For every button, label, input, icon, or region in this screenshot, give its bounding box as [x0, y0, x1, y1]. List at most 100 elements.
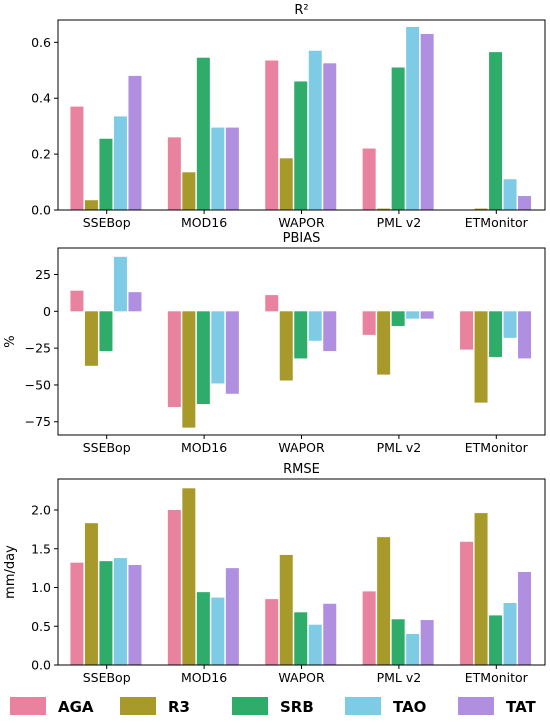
bar-r3-wapor [279, 554, 293, 665]
bar-r3-etmonitor [474, 311, 488, 403]
x-tick-label: MOD16 [181, 670, 227, 685]
legend-swatch-tao [345, 697, 381, 715]
bar-aga-etmonitor [460, 541, 474, 665]
panel-2: PBIAS% SSEBop MOD16 WAPOR PML v2 ETMonitor 25 0… [3, 231, 546, 455]
bar-srb-ssebop [99, 311, 113, 352]
legend-label-srb: SRB [280, 698, 314, 716]
bar-tat-wapor [323, 603, 337, 665]
y-axis-label: % [3, 335, 18, 347]
bar-tat-ssebop [128, 292, 142, 312]
bar-aga-pml-v2 [362, 148, 376, 210]
x-tick-label: ETMonitor [465, 670, 529, 685]
bar-r3-wapor [279, 311, 293, 381]
bar-tao-pml-v2 [406, 634, 420, 665]
bar-aga-pml-v2 [362, 591, 376, 666]
plot-frame [57, 247, 546, 436]
x-tick-label: ETMonitor [465, 215, 529, 230]
x-tick-label: SSEBop [83, 440, 131, 455]
bar-tao-etmonitor [503, 311, 517, 338]
bar-tao-pml-v2 [406, 311, 420, 319]
legend-swatch-aga [10, 697, 46, 715]
bar-r3-ssebop [84, 523, 98, 665]
bar-aga-mod16 [167, 510, 181, 665]
bar-srb-etmonitor [489, 615, 503, 665]
bar-r3-pml-v2 [377, 208, 391, 210]
bar-tat-mod16 [225, 127, 239, 210]
x-tick-label: MOD16 [181, 440, 227, 455]
bar-srb-pml-v2 [391, 619, 405, 665]
x-tick-label: WAPOR [278, 670, 325, 685]
y-tick-label: 2.0 [31, 503, 51, 518]
bar-srb-etmonitor [489, 52, 503, 210]
bar-srb-pml-v2 [391, 67, 405, 210]
bar-tat-mod16 [225, 311, 239, 394]
plot-frame [57, 19, 546, 211]
bar-aga-ssebop [70, 290, 84, 312]
bar-r3-ssebop [84, 200, 98, 210]
y-tick-label: 25 [35, 267, 51, 282]
bar-tat-ssebop [128, 75, 142, 210]
y-tick-label: 0.0 [31, 658, 51, 673]
bar-srb-mod16 [196, 57, 210, 210]
bar-tao-mod16 [211, 311, 225, 384]
legend-label-tat: TAT [506, 698, 537, 716]
x-tick-label: SSEBop [83, 670, 131, 685]
legend-label-tao: TAO [393, 698, 426, 716]
y-tick-label: 1.5 [31, 541, 51, 556]
bar-aga-wapor [265, 295, 279, 312]
legend-label-r3: R3 [168, 698, 190, 716]
bar-r3-pml-v2 [377, 311, 391, 375]
plot-frame [57, 478, 546, 666]
bar-aga-ssebop [70, 106, 84, 210]
bar-tat-wapor [323, 63, 337, 211]
y-tick-label: −75 [25, 414, 51, 429]
bar-tat-etmonitor [518, 311, 532, 359]
bar-srb-ssebop [99, 561, 113, 665]
bar-tao-pml-v2 [406, 26, 420, 210]
x-tick-label: WAPOR [278, 440, 325, 455]
y-axis-label: mm/day [3, 545, 18, 599]
bar-r3-etmonitor [474, 513, 488, 665]
bar-aga-pml-v2 [362, 311, 376, 335]
bar-tat-ssebop [128, 565, 142, 665]
legend-swatch-tat [458, 697, 494, 715]
legend: AGA R3 SRB TAO TAT [10, 697, 537, 716]
bar-tao-ssebop [113, 256, 127, 312]
bar-tao-ssebop [113, 116, 127, 210]
bar-srb-pml-v2 [391, 311, 405, 327]
bar-tat-etmonitor [518, 572, 532, 665]
bar-aga-wapor [265, 60, 279, 211]
panel-title: PBIAS [283, 231, 321, 246]
bar-tao-wapor [308, 50, 322, 210]
x-tick-label: PML v2 [377, 670, 422, 685]
bar-aga-etmonitor [460, 311, 474, 350]
bar-tat-mod16 [225, 568, 239, 666]
bar-srb-mod16 [196, 592, 210, 665]
bar-tao-mod16 [211, 597, 225, 665]
bar-tat-wapor [323, 311, 337, 352]
bar-r3-mod16 [182, 488, 196, 665]
y-tick-label: 1.0 [31, 580, 51, 595]
bar-tao-wapor [308, 311, 322, 341]
bar-tao-etmonitor [503, 179, 517, 210]
bar-aga-ssebop [70, 562, 84, 665]
bar-r3-mod16 [182, 311, 196, 428]
bar-srb-ssebop [99, 138, 113, 210]
legend-label-aga: AGA [58, 698, 94, 716]
bar-aga-mod16 [167, 311, 181, 408]
bar-r3-etmonitor [474, 208, 488, 210]
y-tick-label: 0.4 [31, 91, 51, 106]
bar-tat-pml-v2 [420, 311, 434, 319]
legend-swatch-srb [232, 697, 268, 715]
bar-srb-wapor [294, 311, 308, 359]
x-tick-label: WAPOR [278, 215, 325, 230]
bar-tao-mod16 [211, 127, 225, 210]
panel-title: R² [294, 3, 308, 18]
bar-srb-wapor [294, 612, 308, 665]
x-tick-label: PML v2 [377, 215, 422, 230]
x-tick-label: MOD16 [181, 215, 227, 230]
bar-r3-mod16 [182, 172, 196, 210]
x-tick-label: SSEBop [83, 215, 131, 230]
bar-tat-pml-v2 [420, 620, 434, 665]
y-tick-label: −50 [25, 377, 51, 392]
